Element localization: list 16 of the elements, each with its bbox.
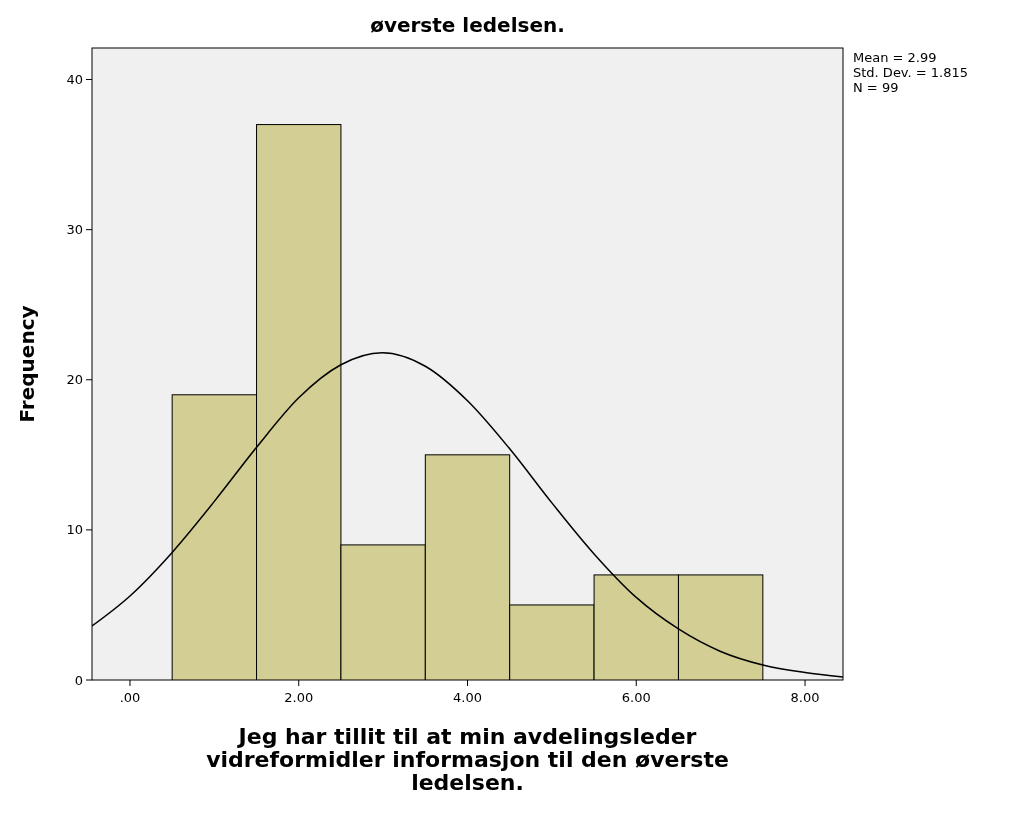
x-tick-label: 4.00 xyxy=(453,690,482,705)
y-tick-label: 0 xyxy=(74,672,83,688)
x-tick-label: 8.00 xyxy=(790,690,820,705)
x-axis-title: Jeg har tillit til at min avdelingsleder vidreformidler informasjon til den øverste ledelsen. xyxy=(206,724,729,795)
chart-title: øverste ledelsen. xyxy=(370,13,565,37)
y-axis-title: Frequency xyxy=(15,305,39,423)
text: N = 99 xyxy=(853,80,899,95)
y-tick-label: 30 xyxy=(66,222,83,238)
x-tick-label: 6.00 xyxy=(621,690,651,705)
text: Std. Dev. = 1.815 xyxy=(853,65,969,80)
y-tick-label: 40 xyxy=(66,72,83,88)
y-tick-label: 10 xyxy=(66,522,83,538)
x-tick-label: 2.00 xyxy=(284,690,314,705)
text: Mean = 2.99 xyxy=(853,50,937,65)
x-tick-label: .00 xyxy=(119,690,141,705)
y-tick-label: 20 xyxy=(66,372,83,388)
